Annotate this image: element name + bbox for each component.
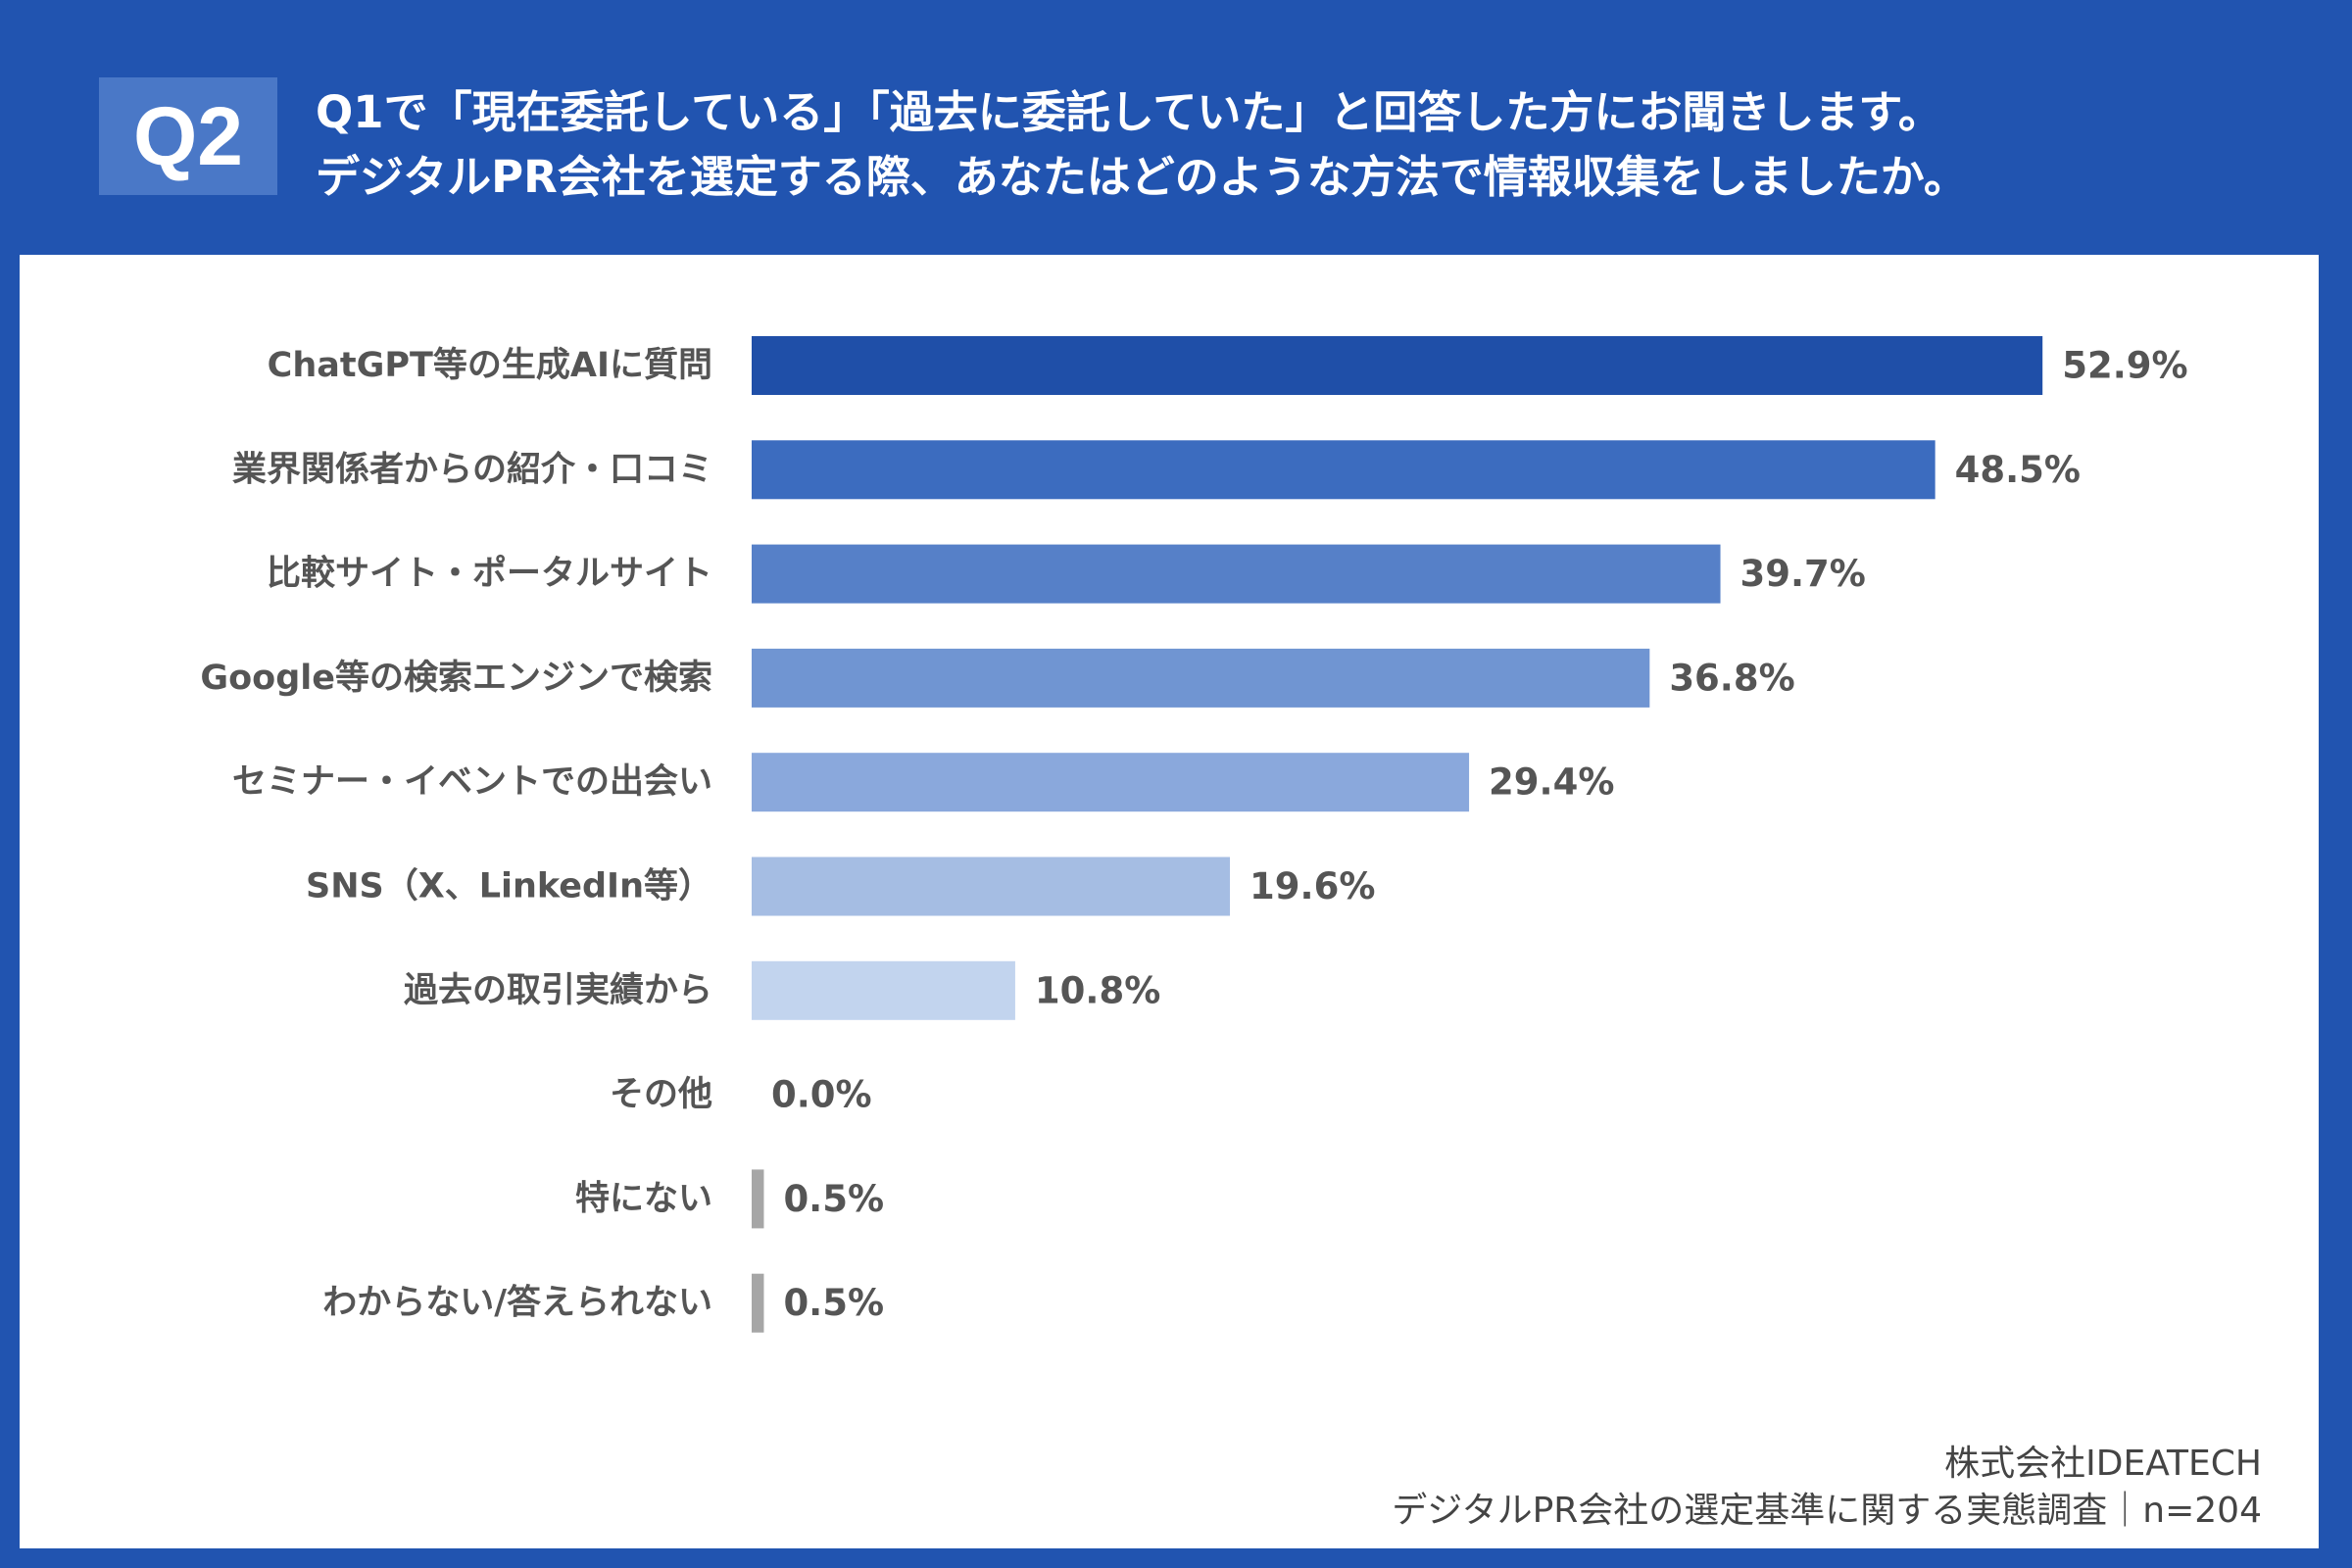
value-label: 19.6% — [1250, 865, 1375, 907]
footer-company: 株式会社IDEATECH — [1944, 1444, 2262, 1484]
question-line-2: デジタルPR会社を選定する際、あなたはどのような方法で情報収集をしましたか。 — [316, 151, 1968, 203]
value-label: 29.4% — [1489, 761, 1614, 804]
chart-panel: ChatGPT等の生成AIに質問 52.9% 業界関係者からの紹介・口コミ 48.5%… — [20, 255, 2319, 1548]
value-label: 52.9% — [2062, 345, 2187, 387]
question-line-1: Q1で「現在委託している」「過去に委託していた」と回答した方にお聞きします。 — [316, 86, 1942, 138]
bar-chart: ChatGPT等の生成AIに質問 52.9% 業界関係者からの紹介・口コミ 48.5%… — [200, 336, 2188, 1333]
value-label: 10.8% — [1035, 969, 1160, 1011]
value-label: 0.5% — [783, 1282, 884, 1324]
bar — [752, 440, 1936, 500]
category-label: SNS（X、LinkedIn等） — [306, 867, 712, 906]
value-label: 39.7% — [1740, 553, 1866, 595]
bar — [752, 1169, 764, 1229]
bar — [752, 857, 1231, 916]
category-label: 過去の取引実績から — [404, 971, 712, 1010]
category-label: わからない/答えられない — [322, 1284, 712, 1323]
category-label: 比較サイト・ポータルサイト — [267, 554, 712, 594]
category-label: Google等の検索エンジンで検索 — [200, 659, 712, 698]
bar — [752, 1273, 764, 1333]
bar — [752, 648, 1650, 708]
question-text: Q1で「現在委託している」「過去に委託していた」と回答した方にお聞きします。 デ… — [316, 80, 2305, 210]
value-label: 0.5% — [783, 1178, 884, 1220]
category-label: 業界関係者からの紹介・口コミ — [232, 450, 712, 489]
value-label: 0.0% — [771, 1074, 872, 1116]
footer-survey: デジタルPR会社の選定基準に関する実態調査｜n=204 — [1392, 1491, 2262, 1531]
category-label: その他 — [610, 1075, 712, 1114]
value-label: 36.8% — [1669, 657, 1794, 699]
bar — [752, 753, 1470, 812]
category-label: セミナー・イベントでの出会い — [232, 762, 712, 802]
category-label: ChatGPT等の生成AIに質問 — [268, 346, 712, 385]
bar — [752, 960, 1015, 1020]
bar — [752, 544, 1721, 604]
value-label: 48.5% — [1955, 449, 2081, 491]
category-label: 特にない — [575, 1179, 712, 1218]
bar — [752, 336, 2043, 395]
question-badge: Q2 — [99, 77, 277, 195]
